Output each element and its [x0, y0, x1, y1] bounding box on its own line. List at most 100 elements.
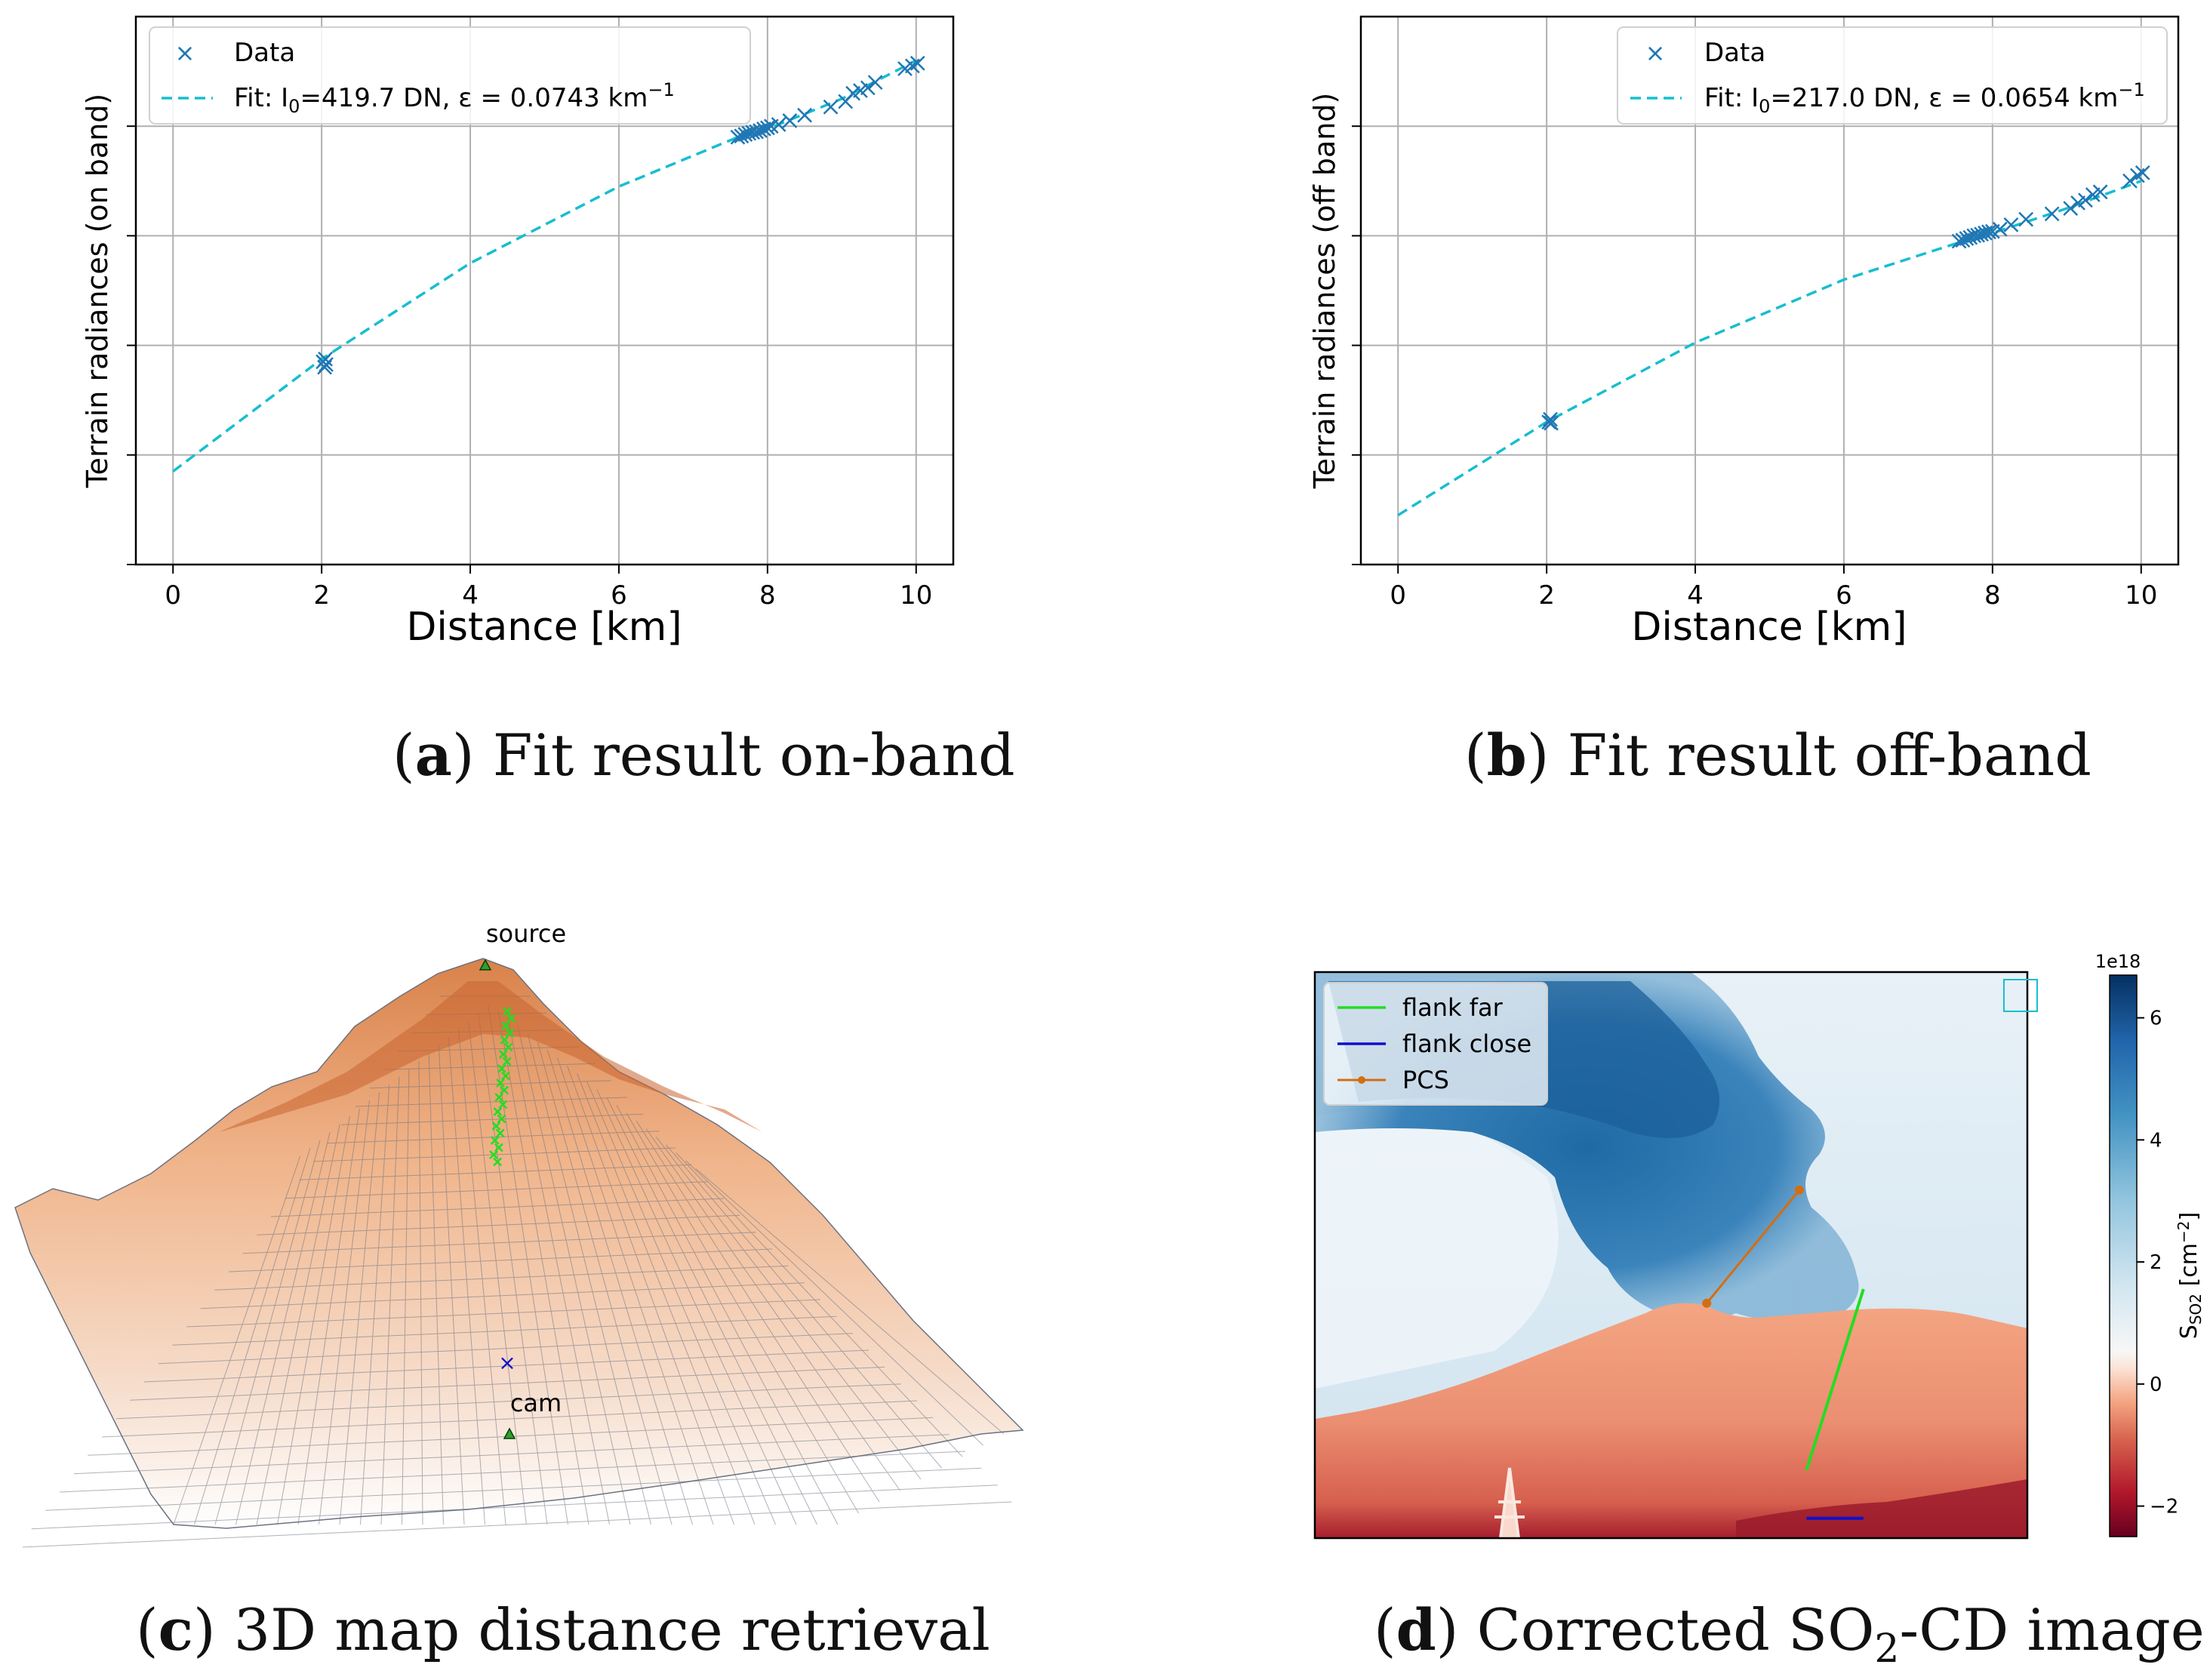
data-point [1543, 411, 1558, 427]
retrieval-point [500, 1085, 509, 1095]
retrieval-point [501, 1071, 510, 1081]
terrain-mesh [22, 995, 1012, 1548]
data-point [2122, 173, 2138, 189]
retrieval-point [500, 1035, 509, 1045]
mesh-line [695, 1168, 1005, 1435]
panel-b-xlabel: Distance [km] [1631, 605, 1907, 650]
caption-b: (b) Fit result off-band [1464, 722, 2091, 789]
mesh-line [402, 1069, 410, 1525]
mesh-line [685, 1160, 983, 1446]
mesh-line [457, 1029, 506, 1525]
x-tick-label: 4 [1687, 580, 1704, 611]
pcs-endpoint [1702, 1298, 1712, 1308]
mesh-line [497, 1010, 589, 1525]
terrain-surface [14, 958, 1024, 1529]
mesh-line [172, 1315, 837, 1346]
retrieval-point [505, 1028, 515, 1038]
retrieval-point [506, 1014, 516, 1023]
mesh-line [257, 1214, 740, 1235]
mesh-line [22, 1501, 1012, 1548]
panel-a-legend-fit-label: Fit: I0=419.7 DN, ε = 0.0743 km−1 [234, 79, 675, 117]
mesh-line [115, 1383, 901, 1420]
x-tick-label: 4 [462, 580, 479, 611]
data-point [2135, 165, 2150, 180]
mesh-line [31, 1485, 998, 1530]
panel-a-legend-data-marker: × [175, 38, 195, 67]
retrieval-point [493, 1157, 502, 1167]
data-point [1992, 221, 2008, 237]
mesh-line [270, 1198, 725, 1217]
mesh-line [158, 1333, 853, 1365]
mesh-line [418, 1060, 423, 1525]
mesh-line [130, 1366, 885, 1401]
so2-legend-pcs-dot [1358, 1076, 1365, 1084]
terrain-ridge-shading [219, 981, 762, 1132]
source-marker [479, 958, 492, 971]
panel-b-ylabel: Terrain radiances (off band) [1308, 93, 1341, 490]
mesh-line [596, 1089, 797, 1525]
panel-d-so2-image: flank far flank close PCS 1e18 −2 0 2 4 6 SS… [1313, 951, 2205, 1540]
panel-b-fit-line [1397, 180, 2142, 517]
mesh-line [616, 1105, 839, 1525]
x-tick-label: 0 [1390, 580, 1406, 611]
data-point [2018, 211, 2034, 227]
mesh-line [468, 1021, 527, 1525]
mesh-line [355, 1097, 628, 1107]
mesh-line [173, 1155, 301, 1525]
data-point [2003, 217, 2019, 232]
retrieval-point [503, 1007, 512, 1016]
x-tick-label: 0 [165, 580, 181, 611]
mesh-line [383, 1063, 596, 1070]
mesh-line [360, 1085, 390, 1525]
panel-a-xlabel: Distance [km] [406, 605, 682, 650]
data-point [860, 80, 876, 96]
caption-d: (d) Corrected SO2-CD image [1374, 1596, 2205, 1672]
mesh-line [327, 1131, 660, 1144]
mesh-line [339, 1092, 380, 1525]
mesh-line [448, 1037, 485, 1525]
panel-b-ticks: 0 2 4 6 8 10 [1352, 125, 2157, 611]
data-point [797, 107, 812, 123]
panel-a-legend: × Data Fit: I0=419.7 DN, ε = 0.0743 km−1 [149, 26, 751, 125]
data-point [867, 75, 883, 91]
retrieval-point [502, 1057, 512, 1066]
retrieval-point [497, 1064, 506, 1073]
panel-a-ylabel: Terrain radiances (on band) [81, 94, 114, 489]
mesh-line [428, 1053, 444, 1525]
mesh-line [277, 1116, 350, 1525]
x-tick-label: 10 [900, 580, 932, 611]
panel-a-axes-frame [134, 15, 955, 566]
colorbar-tick-label: 2 [2150, 1251, 2162, 1274]
data-point [2044, 206, 2060, 222]
flank-far-line [1805, 1288, 1865, 1471]
retrieval-point [495, 1128, 505, 1138]
data-point [2092, 184, 2108, 200]
retrieval-point [497, 1114, 506, 1124]
retrieval-point [493, 1107, 503, 1116]
mesh-line [143, 1349, 870, 1383]
x-tick-label: 2 [313, 580, 330, 611]
mesh-line [438, 1045, 465, 1525]
mesh-line [527, 1033, 651, 1525]
colorbar-ticks: −2 0 2 4 6 [2137, 1008, 2178, 1518]
mesh-line [369, 1080, 611, 1089]
mesh-line [299, 1164, 692, 1180]
so2-roi-box [2003, 979, 2038, 1012]
cam-label: cam [510, 1389, 562, 1417]
panel-a-fit-on-band: 0 2 4 6 8 10 Distance [km] Terrain radiances … [81, 15, 955, 650]
colorbar-tick-label: 0 [2150, 1374, 2162, 1396]
data-point [782, 113, 798, 128]
mesh-line [194, 1147, 311, 1525]
panel-b-legend-fit-label: Fit: I0=217.0 DN, ε = 0.0654 km−1 [1704, 79, 2145, 117]
retrieval-point [498, 1100, 508, 1109]
data-point [910, 55, 925, 71]
data-point [319, 357, 334, 372]
x-tick-label: 6 [611, 580, 627, 611]
panel-a-legend-data-label: Data [234, 38, 295, 68]
so2-legend-pcs-label: PCS [1402, 1066, 1449, 1094]
mesh-line [656, 1137, 922, 1480]
data-point [1544, 415, 1559, 431]
distance-retrieval-points [489, 1007, 516, 1167]
retrieval-point [491, 1122, 501, 1131]
colorbar-label: SSO2 [cm−2] [2175, 1212, 2205, 1339]
